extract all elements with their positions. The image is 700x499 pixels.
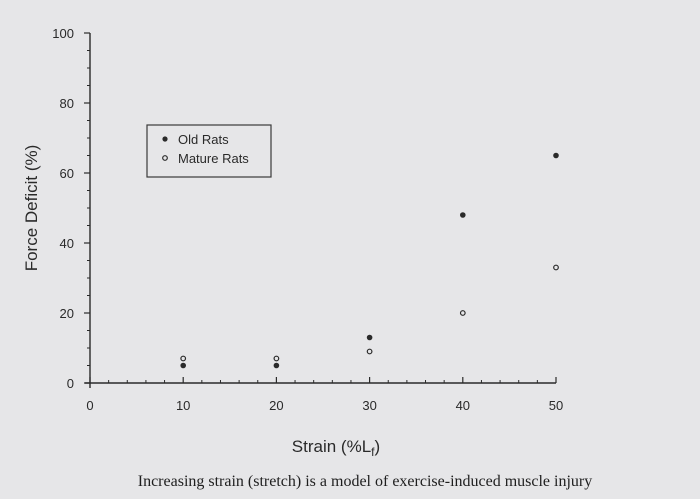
x-tick-label-20: 20	[269, 398, 283, 413]
y-tick-label-40: 40	[60, 236, 74, 251]
y-tick-label-20: 20	[60, 306, 74, 321]
data-point-mature-rats	[180, 355, 187, 362]
x-tick-label-0: 0	[86, 398, 93, 413]
data-point-old-rats	[180, 362, 186, 369]
x-tick-label-10: 10	[176, 398, 190, 413]
data-point-mature-rats	[366, 348, 373, 355]
legend: Old Rats Mature Rats	[146, 124, 272, 178]
legend-label-mature-rats: Mature Rats	[178, 151, 249, 166]
axes: 0 20 40 60 80 100 0 10 20 30 40 50	[52, 26, 563, 413]
y-tick-label-100: 100	[52, 26, 74, 41]
y-tick-label-60: 60	[60, 166, 74, 181]
x-tick-label-50: 50	[549, 398, 563, 413]
data-point-old-rats	[553, 152, 559, 159]
x-axis-title: Strain (%Lf)	[292, 437, 380, 459]
legend-label-old-rats: Old Rats	[178, 132, 229, 147]
x-axis-title-subscript: f	[371, 445, 375, 459]
legend-marker-mature-rats	[162, 155, 168, 161]
y-axis-title: Force Deficit (%)	[22, 145, 41, 272]
y-tick-label-0: 0	[67, 376, 74, 391]
legend-box	[146, 124, 272, 178]
data-marks	[180, 152, 559, 369]
x-tick-label-40: 40	[456, 398, 470, 413]
data-point-old-rats	[366, 334, 373, 341]
data-point-old-rats	[460, 212, 466, 218]
data-point-mature-rats	[273, 355, 280, 362]
x-axis-title-end: )	[375, 437, 381, 456]
y-tick-label-80: 80	[60, 96, 74, 111]
legend-marker-old-rats	[162, 136, 168, 142]
figure-caption: Increasing strain (stretch) is a model o…	[138, 473, 593, 490]
data-point-mature-rats	[459, 310, 466, 316]
data-point-old-rats	[273, 362, 280, 369]
x-tick-label-30: 30	[362, 398, 376, 413]
x-axis-title-main: Strain (%L	[292, 437, 371, 456]
data-point-mature-rats	[553, 264, 559, 271]
